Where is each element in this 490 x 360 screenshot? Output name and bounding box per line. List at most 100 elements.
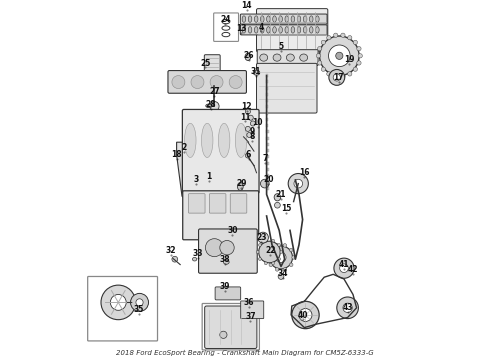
- Text: 23: 23: [256, 233, 267, 242]
- Circle shape: [269, 248, 272, 252]
- Text: 42: 42: [348, 266, 358, 274]
- Ellipse shape: [222, 32, 230, 37]
- Circle shape: [245, 109, 250, 114]
- Circle shape: [270, 246, 293, 269]
- Bar: [266, 118, 269, 121]
- Ellipse shape: [297, 16, 301, 22]
- Polygon shape: [176, 142, 220, 205]
- FancyBboxPatch shape: [230, 194, 247, 213]
- Circle shape: [318, 46, 322, 51]
- Ellipse shape: [274, 194, 281, 201]
- FancyBboxPatch shape: [88, 276, 157, 341]
- Circle shape: [327, 72, 331, 76]
- Ellipse shape: [291, 16, 294, 22]
- Circle shape: [110, 294, 126, 310]
- Bar: [266, 74, 268, 77]
- Bar: [266, 93, 268, 96]
- FancyBboxPatch shape: [240, 25, 327, 35]
- Text: 34: 34: [277, 269, 288, 278]
- Text: 25: 25: [200, 58, 211, 68]
- Ellipse shape: [267, 27, 270, 33]
- Ellipse shape: [201, 123, 213, 158]
- Circle shape: [343, 303, 352, 312]
- Ellipse shape: [206, 104, 212, 108]
- Circle shape: [272, 262, 274, 265]
- Circle shape: [283, 267, 287, 271]
- Bar: [266, 80, 268, 83]
- Circle shape: [278, 274, 284, 279]
- Ellipse shape: [297, 27, 301, 33]
- Text: 2: 2: [181, 143, 186, 152]
- Circle shape: [357, 61, 361, 65]
- Text: 40: 40: [297, 310, 308, 320]
- Circle shape: [316, 54, 320, 58]
- Circle shape: [261, 179, 269, 188]
- Circle shape: [328, 45, 350, 67]
- Circle shape: [318, 61, 322, 65]
- Circle shape: [278, 257, 281, 260]
- Ellipse shape: [261, 16, 264, 22]
- Circle shape: [265, 239, 267, 242]
- Text: 24: 24: [220, 15, 230, 24]
- Circle shape: [278, 244, 281, 247]
- Ellipse shape: [316, 27, 319, 33]
- FancyBboxPatch shape: [215, 287, 241, 300]
- Circle shape: [258, 232, 269, 243]
- Circle shape: [248, 115, 253, 120]
- Text: 21: 21: [276, 190, 286, 199]
- Text: 17: 17: [333, 73, 344, 82]
- Ellipse shape: [316, 16, 319, 22]
- Text: 38: 38: [220, 255, 230, 264]
- Circle shape: [353, 67, 358, 71]
- Ellipse shape: [238, 183, 243, 190]
- Circle shape: [220, 240, 234, 255]
- Circle shape: [136, 299, 143, 306]
- Ellipse shape: [273, 16, 276, 22]
- Ellipse shape: [254, 16, 258, 22]
- Circle shape: [191, 76, 204, 89]
- Bar: [267, 162, 269, 165]
- Circle shape: [220, 331, 227, 338]
- Circle shape: [210, 76, 223, 89]
- Text: 3: 3: [194, 175, 199, 184]
- Circle shape: [353, 40, 358, 45]
- Ellipse shape: [193, 257, 197, 261]
- Circle shape: [211, 83, 218, 90]
- Circle shape: [333, 74, 341, 81]
- Circle shape: [321, 40, 325, 45]
- Ellipse shape: [285, 16, 289, 22]
- FancyBboxPatch shape: [198, 229, 257, 273]
- FancyBboxPatch shape: [240, 14, 327, 24]
- Text: 35: 35: [134, 305, 144, 314]
- Circle shape: [334, 258, 354, 278]
- Ellipse shape: [219, 123, 230, 158]
- Circle shape: [247, 132, 252, 138]
- Ellipse shape: [242, 27, 245, 33]
- Text: 14: 14: [242, 1, 252, 10]
- Ellipse shape: [185, 123, 196, 158]
- Text: 32: 32: [166, 246, 176, 255]
- Circle shape: [347, 36, 352, 40]
- Text: 13: 13: [236, 24, 246, 33]
- Bar: [267, 168, 269, 171]
- Text: 8: 8: [249, 132, 255, 141]
- Bar: [266, 87, 268, 90]
- Circle shape: [327, 36, 331, 40]
- Bar: [266, 124, 269, 127]
- Ellipse shape: [286, 54, 294, 61]
- Ellipse shape: [267, 16, 270, 22]
- Circle shape: [334, 74, 338, 78]
- Text: 31: 31: [250, 68, 261, 77]
- FancyBboxPatch shape: [204, 55, 220, 72]
- Circle shape: [269, 263, 272, 267]
- Text: 36: 36: [244, 298, 254, 307]
- Ellipse shape: [248, 27, 252, 33]
- Bar: [267, 187, 270, 190]
- Circle shape: [275, 267, 279, 271]
- Text: 27: 27: [209, 87, 220, 96]
- Circle shape: [341, 74, 345, 78]
- Circle shape: [357, 46, 361, 51]
- Text: 29: 29: [236, 179, 246, 188]
- Ellipse shape: [303, 27, 307, 33]
- Circle shape: [337, 297, 358, 319]
